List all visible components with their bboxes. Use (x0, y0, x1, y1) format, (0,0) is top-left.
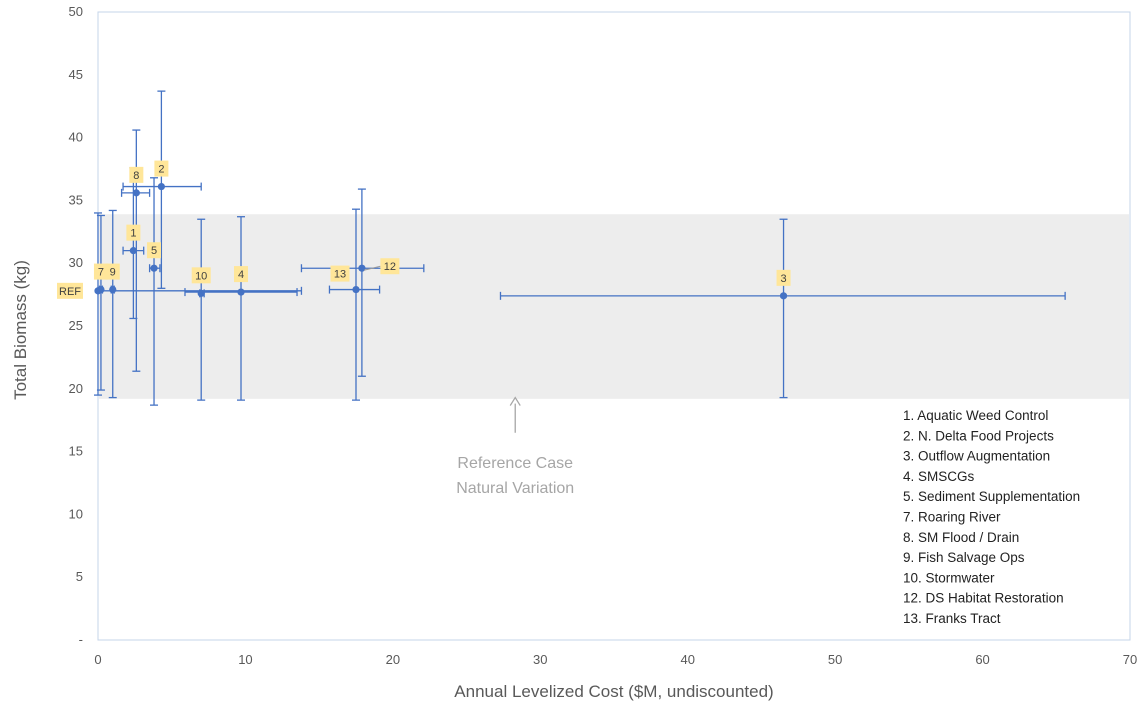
data-point (779, 292, 788, 300)
point-label-layer: REF 7 9 1 8 5 2 10 4 13 12 3 (57, 160, 791, 299)
data-point (157, 182, 165, 191)
y-tick-label: 25 (69, 318, 83, 333)
legend-item: 7. Roaring River (903, 510, 1001, 525)
legend-item: 1. Aquatic Weed Control (903, 408, 1048, 423)
point-label-bg (330, 265, 350, 282)
point-label-bg (234, 266, 249, 283)
y-tick-label: 15 (69, 444, 83, 459)
y-tick-label: - (79, 632, 83, 647)
point-label: 5 (151, 245, 157, 257)
point-label-bg (93, 263, 108, 280)
point-label: 1 (130, 228, 136, 240)
natural-variation-band-layer (99, 214, 1129, 399)
data-point (150, 264, 158, 272)
legend-item: 10. Stormwater (903, 570, 995, 585)
point-label: 13 (334, 269, 346, 281)
x-tick-label: 10 (238, 652, 252, 667)
annotation-text: Reference Case (457, 455, 573, 472)
data-point (197, 289, 205, 297)
legend-item: 4. SMSCGs (903, 469, 975, 484)
legend-item: 12. DS Habitat Restoration (903, 591, 1064, 606)
point-label: 2 (158, 164, 164, 176)
y-tick-label: 45 (69, 67, 83, 82)
data-point (358, 264, 366, 272)
data-point (129, 247, 137, 255)
annotation-arrow-head (509, 396, 521, 406)
point-label: 12 (384, 261, 396, 273)
point-label: 10 (195, 270, 207, 282)
x-tick-label: 30 (533, 652, 547, 667)
point-label-bg (380, 258, 400, 275)
x-tick-label: 70 (1123, 652, 1137, 667)
point-label: 8 (133, 170, 139, 182)
x-tick-label: 40 (680, 652, 694, 667)
legend-item: 13. Franks Tract (903, 611, 1001, 626)
legend-item: 5. Sediment Supplementation (903, 489, 1080, 504)
x-tick-label: 20 (386, 652, 400, 667)
data-point (352, 285, 360, 294)
point-label-bg (776, 269, 791, 286)
point-label-bg (191, 267, 211, 284)
y-tick-label: 5 (76, 569, 83, 584)
y-tick-label: 40 (69, 130, 83, 145)
y-tick-label: 30 (69, 255, 83, 270)
legend: 1. Aquatic Weed Control 2. N. Delta Food … (903, 408, 1080, 626)
y-tick-label: 20 (69, 381, 83, 396)
point-label: 4 (238, 269, 244, 281)
x-axis-title: Annual Levelized Cost ($M, undiscounted) (454, 682, 773, 701)
point-label-bg (126, 224, 141, 241)
annotation-text: Natural Variation (456, 480, 574, 497)
point-label-bg (154, 160, 169, 177)
point-layer (94, 182, 788, 300)
point-label: REF (59, 286, 81, 298)
point-label: 7 (98, 267, 104, 279)
legend-item: 3. Outflow Augmentation (903, 449, 1050, 464)
legend-item: 2. N. Delta Food Projects (903, 428, 1054, 443)
x-tick-label: 0 (94, 652, 101, 667)
natural-variation-band (99, 214, 1129, 399)
annotation-layer: Reference Case Natural Variation (456, 396, 574, 497)
legend-item: 9. Fish Salvage Ops (903, 550, 1025, 565)
y-tick-label: 35 (69, 192, 83, 207)
point-label-bg (129, 166, 144, 183)
point-label-bg (147, 242, 162, 259)
point-label: 3 (780, 273, 786, 285)
point-label-bg (105, 263, 120, 280)
legend-item: 8. SM Flood / Drain (903, 530, 1019, 545)
data-point (132, 189, 140, 197)
data-point (97, 285, 105, 294)
data-point (109, 285, 117, 294)
y-tick-label: 50 (69, 4, 83, 19)
x-tick-label: 60 (975, 652, 989, 667)
y-tick-label: 10 (69, 506, 83, 521)
label-leader-line (363, 265, 381, 271)
point-label-bg (57, 282, 83, 299)
point-label: 9 (110, 267, 116, 279)
data-point (237, 288, 245, 296)
y-axis-title: Total Biomass (kg) (11, 260, 30, 400)
x-tick-label: 50 (828, 652, 842, 667)
